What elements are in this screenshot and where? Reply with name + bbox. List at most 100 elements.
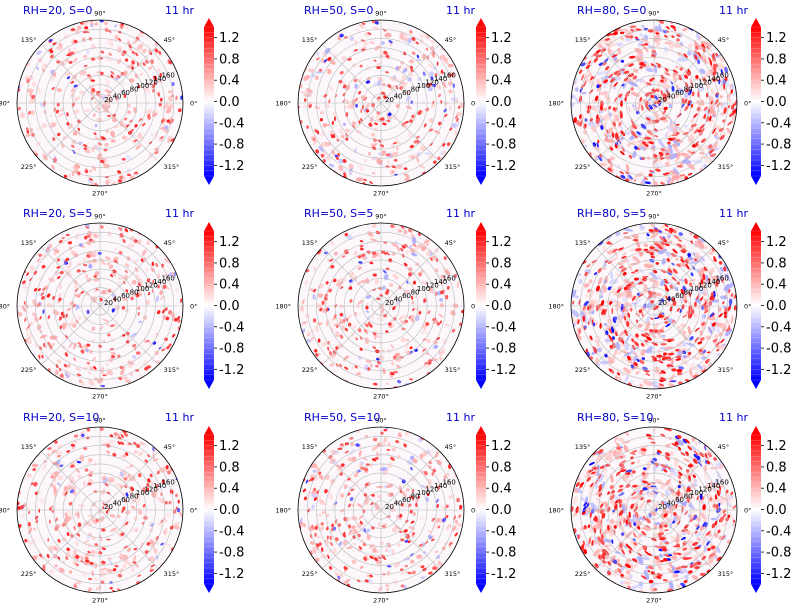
field-cell [341, 55, 347, 61]
droplet [611, 131, 615, 139]
theta-tick-label: 135° [302, 443, 318, 451]
colorbar-tick-label: 0.8 [766, 52, 787, 67]
theta-tick-label: 90° [94, 10, 106, 18]
field-cell [117, 277, 125, 280]
colorbar-tick-label: 1.2 [219, 31, 240, 46]
droplet [630, 28, 635, 32]
theta-tick-label: 0° [190, 303, 197, 311]
field-cell [430, 289, 435, 295]
r-tick-label: 140 [153, 75, 166, 83]
droplet [151, 261, 155, 267]
field-cell [654, 160, 659, 169]
field-cell [637, 101, 641, 112]
droplet [66, 112, 69, 117]
droplet [586, 109, 590, 114]
field-cell [36, 66, 39, 71]
field-cell [326, 319, 329, 327]
field-cell [170, 311, 176, 319]
field-cell [714, 135, 719, 140]
droplet [121, 157, 126, 161]
droplet [333, 278, 337, 283]
field-cell [123, 466, 132, 469]
field-cell [722, 71, 727, 76]
field-cell [388, 297, 393, 302]
droplet [580, 74, 585, 81]
droplet [319, 307, 323, 312]
field-cell [662, 119, 669, 123]
droplet [74, 288, 79, 292]
field-cell [152, 112, 158, 117]
field-cell [334, 330, 340, 338]
field-cell [410, 318, 415, 323]
droplet [59, 325, 62, 330]
droplet [679, 174, 686, 177]
field-cell [163, 129, 170, 133]
droplet [620, 113, 623, 119]
droplet [327, 346, 330, 351]
droplet [411, 37, 416, 41]
colorbar-tick-label: 0.4 [766, 278, 787, 293]
r-tick-label: 120 [144, 78, 157, 86]
droplet [77, 342, 82, 346]
r-tick-label: 100 [690, 82, 703, 90]
theta-tick-label: 135° [575, 36, 591, 44]
field-cell [719, 102, 724, 107]
field-cell [700, 40, 711, 46]
droplet [670, 25, 676, 29]
field-cell [82, 54, 88, 59]
field-cell [352, 325, 357, 330]
field-cell [143, 86, 149, 91]
droplet [335, 156, 339, 161]
field-cell [326, 68, 332, 75]
field-cell [604, 132, 609, 141]
field-cell [408, 154, 412, 159]
droplet [136, 36, 140, 41]
droplet [634, 36, 639, 40]
field-cell [399, 32, 405, 40]
field-cell [629, 134, 636, 141]
field-cell [349, 36, 354, 41]
colorbar-tick-label: 0.0 [219, 503, 240, 518]
field-cell [402, 33, 408, 38]
field-cell [377, 255, 381, 258]
droplet [166, 119, 170, 123]
droplet [100, 385, 106, 387]
droplet [671, 35, 675, 38]
r-tick-label: 60 [675, 89, 684, 97]
field-cell [663, 46, 669, 53]
droplet [628, 55, 636, 59]
theta-tick-label: 315° [445, 366, 461, 374]
field-cell [365, 360, 372, 364]
colorbar-extend-top [476, 426, 486, 435]
field-cell [136, 43, 144, 50]
droplet [427, 310, 431, 315]
field-cell [108, 264, 114, 269]
droplet [109, 274, 114, 278]
colorbar-tick-label: 1.2 [766, 31, 787, 46]
droplet [390, 224, 395, 228]
field-cell [371, 132, 376, 137]
droplet [662, 110, 667, 115]
field-cell [399, 80, 407, 86]
field-cell [75, 306, 81, 311]
droplet [690, 104, 694, 108]
colorbar-tick-label: -0.8 [491, 342, 516, 357]
field-cell [105, 179, 110, 186]
field-cell [620, 36, 625, 41]
droplet [611, 54, 618, 58]
droplet [404, 120, 409, 124]
field-cell [74, 294, 81, 298]
droplet [432, 317, 437, 322]
angular-gridline [41, 305, 101, 365]
theta-tick-label: 45° [718, 239, 730, 247]
theta-tick-label: 0° [190, 507, 197, 515]
field-cell [124, 263, 130, 268]
field-cell [406, 250, 409, 254]
droplet [136, 351, 141, 355]
polar-panel-8: 0°45°90°135°180°225°270°315°20 40 60 801001… [275, 411, 516, 605]
field-cell [32, 312, 38, 318]
droplet [668, 137, 673, 141]
field-cell [64, 59, 71, 64]
colorbar-tick-label: -0.8 [491, 138, 516, 153]
droplet [124, 58, 129, 62]
